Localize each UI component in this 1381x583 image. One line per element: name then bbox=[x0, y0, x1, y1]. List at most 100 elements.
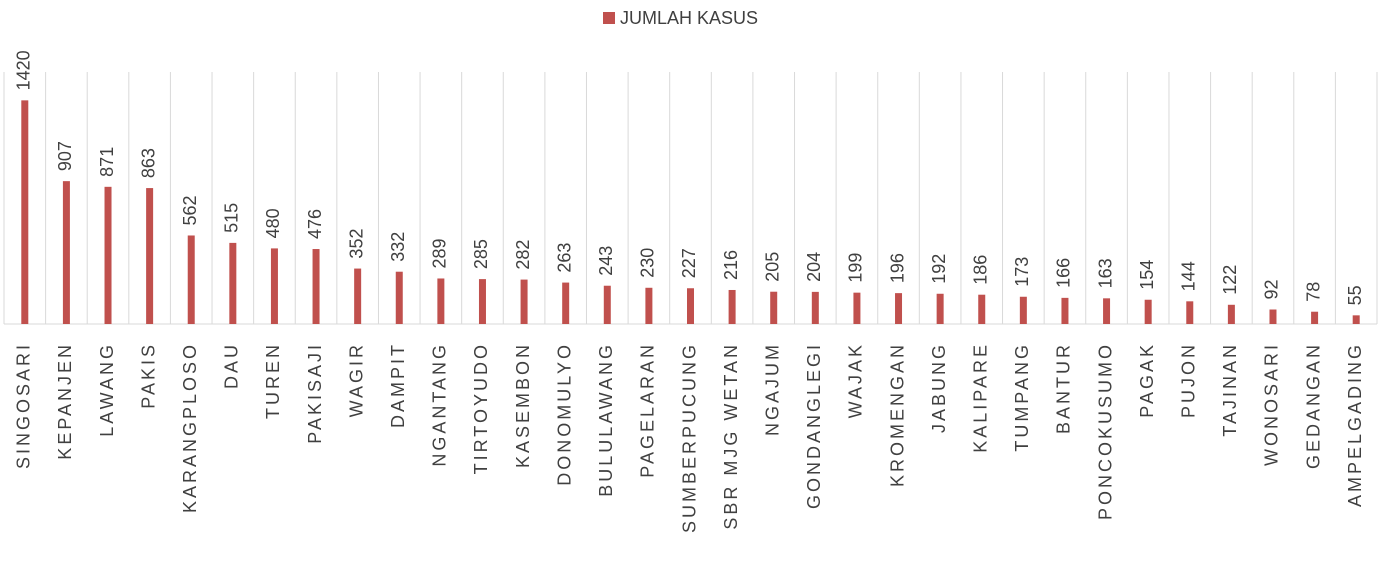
x-tick-label: KASEMBON bbox=[513, 342, 533, 468]
bar bbox=[104, 186, 112, 324]
x-tick-label: NGANTANG bbox=[430, 342, 450, 467]
data-label: 173 bbox=[1012, 257, 1032, 287]
data-label: 186 bbox=[970, 255, 990, 285]
data-label: 227 bbox=[679, 248, 699, 278]
bar bbox=[687, 288, 694, 324]
bar bbox=[312, 249, 320, 324]
data-label: 163 bbox=[1095, 258, 1115, 288]
bar bbox=[853, 292, 861, 324]
data-label: 863 bbox=[138, 148, 158, 178]
data-label: 515 bbox=[222, 203, 242, 233]
x-tick-label: KEPANJEN bbox=[55, 342, 75, 460]
data-label: 332 bbox=[388, 232, 408, 262]
data-label: 243 bbox=[596, 246, 616, 276]
bar bbox=[229, 242, 237, 324]
bar bbox=[1269, 309, 1277, 324]
data-label: 204 bbox=[804, 252, 824, 282]
x-tick-label: WONOSARI bbox=[1262, 342, 1282, 466]
bar bbox=[478, 279, 486, 324]
x-tick-label: BANTUR bbox=[1054, 342, 1074, 434]
bar bbox=[146, 188, 154, 324]
x-tick-label: JABUNG bbox=[929, 342, 949, 433]
data-label: 480 bbox=[263, 208, 283, 238]
x-tick-label: AMPELGADING bbox=[1345, 342, 1365, 507]
bar bbox=[1103, 298, 1111, 324]
x-tick-label: PAKISAJI bbox=[305, 342, 325, 444]
data-label: 352 bbox=[346, 229, 366, 259]
data-label: 289 bbox=[430, 238, 450, 268]
data-label: 199 bbox=[846, 253, 866, 283]
data-label: 230 bbox=[638, 248, 658, 278]
data-label: 282 bbox=[513, 240, 533, 270]
data-label: 1420 bbox=[14, 50, 34, 90]
bar bbox=[1186, 301, 1194, 324]
bar bbox=[270, 248, 278, 324]
bar bbox=[187, 235, 195, 324]
data-label: 154 bbox=[1137, 260, 1157, 290]
data-label: 166 bbox=[1054, 258, 1074, 288]
data-label: 285 bbox=[471, 239, 491, 269]
bar bbox=[395, 271, 403, 324]
bar bbox=[520, 279, 528, 324]
data-label: 907 bbox=[55, 141, 75, 171]
bar bbox=[978, 294, 986, 324]
bar bbox=[1227, 304, 1235, 324]
data-label: 871 bbox=[97, 147, 117, 177]
x-tick-label: KALIPARE bbox=[970, 342, 990, 453]
x-tick-label: WAJAK bbox=[846, 342, 866, 418]
x-tick-label: BULULAWANG bbox=[596, 342, 616, 497]
x-tick-label: PAKIS bbox=[138, 342, 158, 409]
data-label: 144 bbox=[1179, 261, 1199, 291]
x-tick-label: TUREN bbox=[263, 342, 283, 419]
x-tick-label: KROMENGAN bbox=[887, 342, 907, 487]
x-tick-label: TUMPANG bbox=[1012, 342, 1032, 452]
bar bbox=[1061, 297, 1069, 324]
bar bbox=[645, 287, 653, 324]
x-tick-label: SBR MJG WETAN bbox=[721, 342, 741, 530]
x-tick-label: SINGOSARI bbox=[14, 342, 34, 469]
data-label: 196 bbox=[887, 253, 907, 283]
data-label: 263 bbox=[554, 243, 574, 273]
bar bbox=[811, 291, 819, 324]
x-tick-label: PONCOKUSUMO bbox=[1095, 342, 1115, 520]
data-label: 122 bbox=[1220, 265, 1240, 295]
legend-swatch bbox=[603, 12, 615, 24]
data-label: 562 bbox=[180, 195, 200, 225]
data-label: 476 bbox=[305, 209, 325, 239]
x-tick-label: DAMPIT bbox=[388, 342, 408, 428]
bar bbox=[728, 289, 736, 324]
x-tick-label: WAGIR bbox=[346, 342, 366, 417]
data-label: 78 bbox=[1303, 282, 1323, 302]
data-label: 192 bbox=[929, 254, 949, 284]
x-tick-label: PAGAK bbox=[1137, 342, 1157, 418]
bar bbox=[936, 293, 944, 324]
bar bbox=[562, 282, 570, 324]
bar bbox=[62, 181, 70, 324]
bar bbox=[1352, 315, 1360, 324]
x-tick-label: NGAJUM bbox=[762, 342, 782, 436]
x-tick-label: TIRTOYUDO bbox=[471, 342, 491, 474]
x-tick-label: DAU bbox=[222, 342, 242, 389]
data-label: 216 bbox=[721, 250, 741, 280]
x-tick-label: PUJON bbox=[1179, 342, 1199, 418]
bar bbox=[21, 100, 29, 324]
bar bbox=[1311, 311, 1319, 324]
bar bbox=[437, 278, 445, 324]
data-label: 92 bbox=[1262, 279, 1282, 299]
bar bbox=[895, 293, 903, 324]
data-label: 205 bbox=[762, 252, 782, 282]
x-tick-label: PAGELARAN bbox=[638, 342, 658, 478]
x-tick-label: DONOMULYO bbox=[554, 342, 574, 486]
bar bbox=[354, 268, 362, 324]
bar bbox=[1019, 296, 1027, 324]
x-tick-label: KARANGPLOSO bbox=[180, 342, 200, 513]
x-tick-label: GONDANGLEGI bbox=[804, 342, 824, 509]
bar bbox=[1144, 299, 1152, 324]
bar bbox=[603, 285, 611, 324]
bar bbox=[770, 291, 778, 324]
data-label: 55 bbox=[1345, 285, 1365, 305]
x-tick-label: TAJINAN bbox=[1220, 342, 1240, 437]
x-tick-label: LAWANG bbox=[97, 342, 117, 437]
x-tick-label: GEDANGAN bbox=[1303, 342, 1323, 469]
